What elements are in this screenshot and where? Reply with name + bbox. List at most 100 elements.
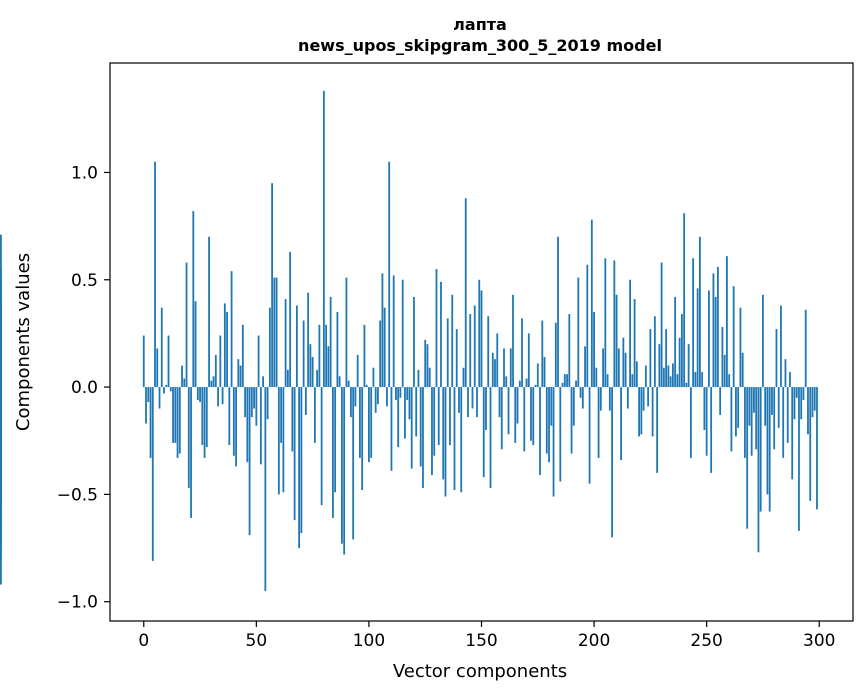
- bar-120: [413, 296, 415, 388]
- bar-188: [566, 374, 568, 388]
- bar-180: [548, 387, 550, 463]
- bar-100: [368, 387, 370, 463]
- bar-245: [694, 372, 697, 388]
- bar-275: [762, 294, 764, 388]
- bar-267: [744, 387, 746, 458]
- bar-183: [554, 322, 557, 388]
- bar-56: [268, 307, 271, 388]
- bar-59: [275, 277, 278, 388]
- bar-10: [165, 384, 168, 388]
- bar-51: [257, 335, 260, 388]
- bar-161: [505, 376, 508, 388]
- plot-frame: [109, 62, 854, 622]
- bar-17: [181, 365, 183, 388]
- bar-290: [795, 387, 798, 398]
- bar-218: [633, 299, 636, 388]
- bar-230: [660, 262, 663, 388]
- x-axis-ticks: 0 50 100 150 200 250 300: [138, 621, 835, 651]
- bar-71: [302, 320, 305, 388]
- bar-159: [500, 387, 503, 450]
- y-tick-label-0: −1.0: [57, 593, 98, 613]
- bar-109: [388, 161, 391, 388]
- bar-undefined: [0, 387, 2, 409]
- bar-5: [154, 161, 156, 388]
- bar-278: [768, 387, 771, 512]
- bar-89: [343, 387, 346, 555]
- bar-294: [804, 309, 807, 388]
- bar-185: [559, 387, 562, 482]
- bar-124: [422, 387, 424, 488]
- bar-138: [453, 387, 456, 491]
- bar-224: [647, 387, 650, 407]
- bar-248: [701, 372, 704, 388]
- bar-262: [732, 286, 735, 388]
- bar-23: [194, 301, 197, 388]
- bar-66: [291, 387, 294, 452]
- bar-115: [401, 279, 404, 388]
- bar-261: [730, 387, 733, 452]
- bar-256: [719, 387, 722, 415]
- bar-88: [341, 387, 343, 544]
- bar-201: [595, 367, 598, 388]
- bar-137: [451, 294, 454, 388]
- bar-197: [586, 264, 589, 388]
- bar-20: [187, 387, 190, 488]
- bar-122: [417, 369, 420, 388]
- bar-75: [311, 357, 314, 388]
- bar-205: [604, 258, 607, 388]
- bar-12: [169, 387, 172, 392]
- bar-142: [462, 367, 465, 388]
- bar-53: [262, 376, 264, 388]
- bar-195: [581, 387, 584, 409]
- bar-202: [597, 387, 600, 458]
- bar-171: [527, 333, 530, 388]
- bar-49: [253, 387, 255, 409]
- bar-31: [212, 376, 215, 388]
- bar-92: [350, 387, 352, 418]
- bar-82: [327, 346, 330, 388]
- bar-259: [726, 256, 728, 388]
- bar-105: [379, 320, 382, 388]
- bar-102: [372, 367, 375, 388]
- bar-228: [656, 387, 659, 473]
- bar-9: [163, 387, 165, 394]
- bar-215: [626, 387, 629, 409]
- bar-168: [521, 318, 523, 388]
- bar-95: [356, 354, 359, 388]
- bar-286: [786, 387, 789, 443]
- bar-266: [741, 352, 744, 388]
- bar-70: [300, 387, 303, 534]
- bar-198: [588, 387, 591, 484]
- x-tick-label-0: 0: [138, 631, 149, 651]
- bar-272: [755, 387, 758, 450]
- bar-146: [471, 387, 474, 409]
- bar-141: [460, 387, 463, 493]
- bar-163: [509, 348, 512, 388]
- bar-220: [638, 387, 641, 437]
- bar-44: [241, 324, 244, 388]
- bar-279: [771, 387, 773, 415]
- bar-191: [572, 387, 575, 426]
- bar-107: [383, 307, 386, 388]
- bar-234: [669, 376, 672, 388]
- bar-145: [469, 314, 472, 388]
- bar-103: [374, 387, 377, 413]
- x-tick-label-300: 300: [803, 631, 835, 651]
- bar-131: [437, 387, 440, 446]
- bar-63: [284, 299, 287, 388]
- bar-135: [446, 318, 449, 388]
- bar-164: [512, 294, 514, 388]
- bar-85: [334, 387, 337, 493]
- bar-33: [217, 387, 219, 407]
- bar-204: [602, 348, 604, 388]
- bar-184: [557, 236, 559, 388]
- bar-225: [649, 329, 652, 388]
- bar-214: [624, 352, 627, 388]
- bar-217: [631, 374, 634, 388]
- bar-72: [304, 387, 307, 415]
- bar-208: [611, 387, 613, 538]
- bar-3: [149, 387, 152, 458]
- bar-106: [381, 273, 384, 388]
- bar-37: [226, 311, 228, 388]
- bar-125: [424, 339, 427, 388]
